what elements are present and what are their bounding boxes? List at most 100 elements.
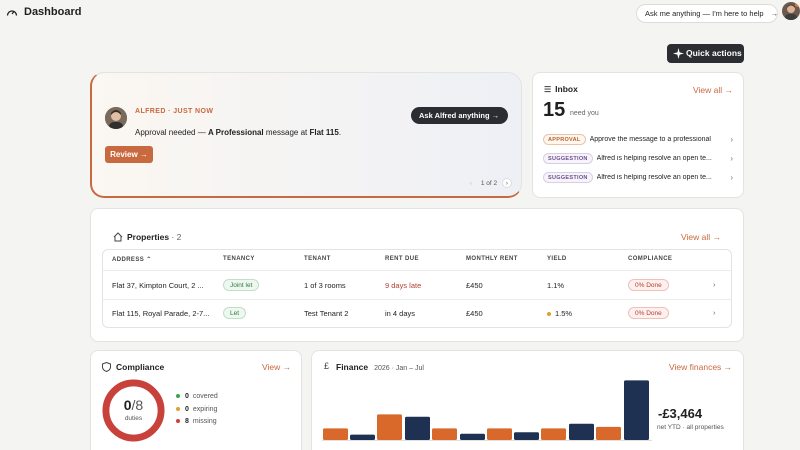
approval-badge: APPROVAL bbox=[543, 134, 586, 145]
chevron-right-icon: › bbox=[713, 280, 716, 289]
row-address: Flat 115, Royal Parade, 2-7... bbox=[112, 309, 210, 318]
finance-bar bbox=[323, 428, 348, 440]
properties-view-all-link[interactable]: View all → bbox=[681, 232, 721, 242]
finance-bar bbox=[569, 423, 594, 440]
finance-title: Finance 2026 · Jan – Jul bbox=[336, 362, 424, 372]
arrow-right-icon: → bbox=[770, 9, 779, 18]
column-header-tenancy[interactable]: TENANCY bbox=[223, 256, 255, 262]
row-address: Flat 37, Kimpton Court, 2 ... bbox=[112, 281, 204, 290]
ask-anything-label: Ask me anything — I'm here to help bbox=[645, 9, 764, 18]
finance-bar bbox=[596, 426, 621, 440]
inbox-item[interactable]: SUGGESTION Alfred is helping resolve an o… bbox=[543, 153, 733, 166]
chevron-right-icon: › bbox=[730, 173, 733, 182]
finance-bar bbox=[405, 416, 430, 440]
finance-bar-chart bbox=[323, 380, 649, 440]
row-yield: 1.1% bbox=[547, 281, 565, 290]
alfred-avatar bbox=[105, 107, 127, 129]
chevron-right-icon[interactable]: › bbox=[501, 178, 512, 188]
finance-bar bbox=[377, 414, 402, 440]
inbox-item[interactable]: APPROVAL Approve the message to a profess… bbox=[543, 134, 733, 147]
finance-period: 2026 · Jan – Jul bbox=[374, 365, 424, 372]
chart-baseline bbox=[322, 440, 652, 441]
row-tenancy: Joint let bbox=[223, 279, 260, 291]
finance-bar bbox=[514, 432, 539, 440]
table-divider bbox=[102, 270, 732, 271]
inbox-item[interactable]: SUGGESTION Alfred is helping resolve an o… bbox=[543, 172, 733, 185]
row-rent-due: 9 days late bbox=[385, 281, 422, 290]
finance-bar bbox=[487, 428, 512, 440]
finance-caption: net YTD · all properties bbox=[657, 424, 724, 431]
table-divider bbox=[102, 299, 732, 300]
user-avatar[interactable] bbox=[782, 2, 800, 20]
list-icon: ☰ bbox=[544, 85, 552, 94]
inbox-view-all-link[interactable]: View all → bbox=[693, 85, 733, 95]
row-tenant: Test Tenant 2 bbox=[304, 309, 349, 318]
pound-icon: £ bbox=[324, 361, 330, 371]
inbox-count-label: need you bbox=[570, 110, 599, 117]
dashboard-gauge-icon bbox=[6, 10, 18, 16]
column-header-rent-due[interactable]: RENT DUE bbox=[385, 256, 419, 262]
finance-bar bbox=[624, 380, 649, 440]
quick-actions-label: Quick actions bbox=[686, 48, 742, 58]
home-icon bbox=[113, 232, 123, 242]
suggestion-badge: SUGGESTION bbox=[543, 153, 593, 164]
row-compliance: 0% Done bbox=[628, 279, 669, 291]
column-header-tenant[interactable]: TENANT bbox=[304, 256, 331, 262]
compliance-title: Compliance bbox=[116, 362, 165, 372]
tenancy-badge: Joint let bbox=[223, 279, 260, 291]
row-tenant: 1 of 3 rooms bbox=[304, 281, 346, 290]
row-monthly-rent: £450 bbox=[466, 309, 483, 318]
alfred-card bbox=[90, 72, 522, 198]
yield-indicator-dot bbox=[547, 312, 551, 317]
row-monthly-rent: £450 bbox=[466, 281, 483, 290]
notification-dot bbox=[795, 2, 800, 7]
sparkle-icon bbox=[673, 48, 684, 59]
compliance-ring bbox=[102, 379, 165, 442]
properties-count: · 2 bbox=[171, 232, 182, 242]
compliance-badge: 0% Done bbox=[628, 307, 669, 319]
tenancy-badge: Let bbox=[223, 307, 247, 319]
inbox-title: ☰ Inbox bbox=[544, 84, 578, 94]
compliance-badge: 0% Done bbox=[628, 279, 669, 291]
approval-message: Approval needed — A Professional message… bbox=[135, 128, 342, 137]
finance-bar bbox=[350, 434, 375, 440]
review-button[interactable]: Review → bbox=[105, 146, 153, 163]
suggestion-badge: SUGGESTION bbox=[543, 172, 593, 183]
ask-alfred-button[interactable]: Ask Alfred anything → bbox=[411, 107, 508, 124]
compliance-count: 0/8 bbox=[123, 397, 144, 413]
column-header-address[interactable]: ADDRESS ⌃ bbox=[112, 257, 152, 263]
quick-actions-button[interactable]: Quick actions bbox=[667, 44, 744, 63]
legend-covered: 0 covered bbox=[176, 393, 218, 400]
ask-anything-button[interactable]: Ask me anything — I'm here to help → bbox=[636, 4, 778, 23]
legend-expiring: 0 expiring bbox=[176, 406, 217, 413]
alfred-pager: ‹ 1 of 2 › bbox=[466, 178, 512, 189]
inbox-item-text: Alfred is helping resolve an open te... bbox=[596, 155, 712, 162]
finance-total: -£3,464 bbox=[658, 406, 703, 421]
properties-title: Properties · 2 bbox=[127, 232, 182, 242]
properties-table bbox=[102, 249, 732, 328]
chevron-left-icon[interactable]: ‹ bbox=[470, 181, 472, 187]
chevron-right-icon: › bbox=[730, 135, 733, 144]
inbox-item-text: Alfred is helping resolve an open te... bbox=[596, 174, 712, 181]
pager-label: 1 of 2 bbox=[480, 180, 498, 187]
finance-bar bbox=[541, 428, 566, 440]
shield-icon bbox=[102, 362, 111, 372]
inbox-count: 15 bbox=[543, 99, 566, 121]
page-title: Dashboard bbox=[24, 6, 82, 18]
row-compliance: 0% Done bbox=[628, 307, 669, 319]
finance-bar bbox=[432, 428, 457, 440]
row-tenancy: Let bbox=[223, 307, 247, 319]
chevron-right-icon: › bbox=[713, 308, 716, 317]
column-header-compliance[interactable]: COMPLIANCE bbox=[628, 256, 673, 262]
view-finances-link[interactable]: View finances → bbox=[669, 362, 733, 372]
row-yield: 1.5% bbox=[547, 309, 572, 318]
column-header-yield[interactable]: YIELD bbox=[547, 256, 567, 262]
column-header-monthly-rent[interactable]: MONTHLY RENT bbox=[466, 256, 518, 262]
compliance-view-link[interactable]: View → bbox=[262, 362, 292, 372]
legend-missing: 8 missing bbox=[176, 418, 217, 425]
inbox-item-text: Approve the message to a professional bbox=[589, 136, 711, 143]
alfred-meta: ALFRED · JUST NOW bbox=[135, 108, 214, 115]
finance-bar bbox=[460, 433, 485, 440]
row-rent-due: in 4 days bbox=[385, 309, 416, 318]
compliance-caption: duties bbox=[124, 415, 143, 422]
